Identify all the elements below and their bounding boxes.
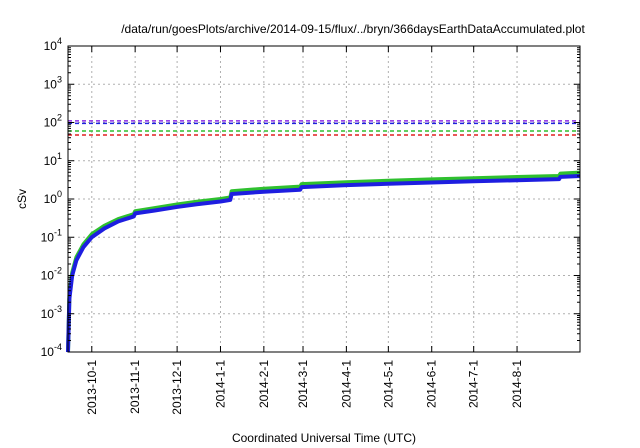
x-axis-label: Coordinated Universal Time (UTC) [232,431,416,445]
plot-frame [67,45,581,353]
y-tick-label: 102 [44,113,62,130]
x-tick-label: 2014-7-1 [467,360,481,408]
y-tick-label: 103 [44,74,62,91]
y-axis-label: cSv [15,189,29,209]
x-tick-label: 2014-1-1 [213,360,227,408]
x-ticks: 2013-10-1 2013-11-1 2013-12-1 2014-1-1 2014-… [85,46,524,415]
y-tick-label: 101 [44,151,62,168]
reference-lines [68,120,580,136]
x-tick-label: 2014-2-1 [257,360,271,408]
x-tick-label: 2013-11-1 [128,360,142,414]
series-line [66,170,581,353]
series-line [66,173,581,353]
y-tick-label: 10-4 [41,342,62,359]
x-tick-label: 2013-12-1 [170,360,184,415]
chart-title: /data/run/goesPlots/archive/2014-09-15/f… [121,22,585,36]
x-tick-label: 2014-8-1 [510,360,524,408]
y-tick-label: 10-2 [41,266,62,283]
y-tick-label: 100 [44,189,62,206]
x-tick-label: 2014-4-1 [339,360,353,408]
x-tick-label: 2013-10-1 [85,360,99,415]
x-tick-label: 2014-5-1 [381,360,395,408]
y-tick-label: 10-1 [41,227,62,244]
x-tick-label: 2014-3-1 [296,360,310,408]
x-tick-label: 2014-6-1 [425,360,439,408]
grid [68,46,580,352]
y-tick-label: 104 [44,36,62,53]
series-lines [66,170,581,353]
y-tick-label: 10-3 [41,304,62,321]
